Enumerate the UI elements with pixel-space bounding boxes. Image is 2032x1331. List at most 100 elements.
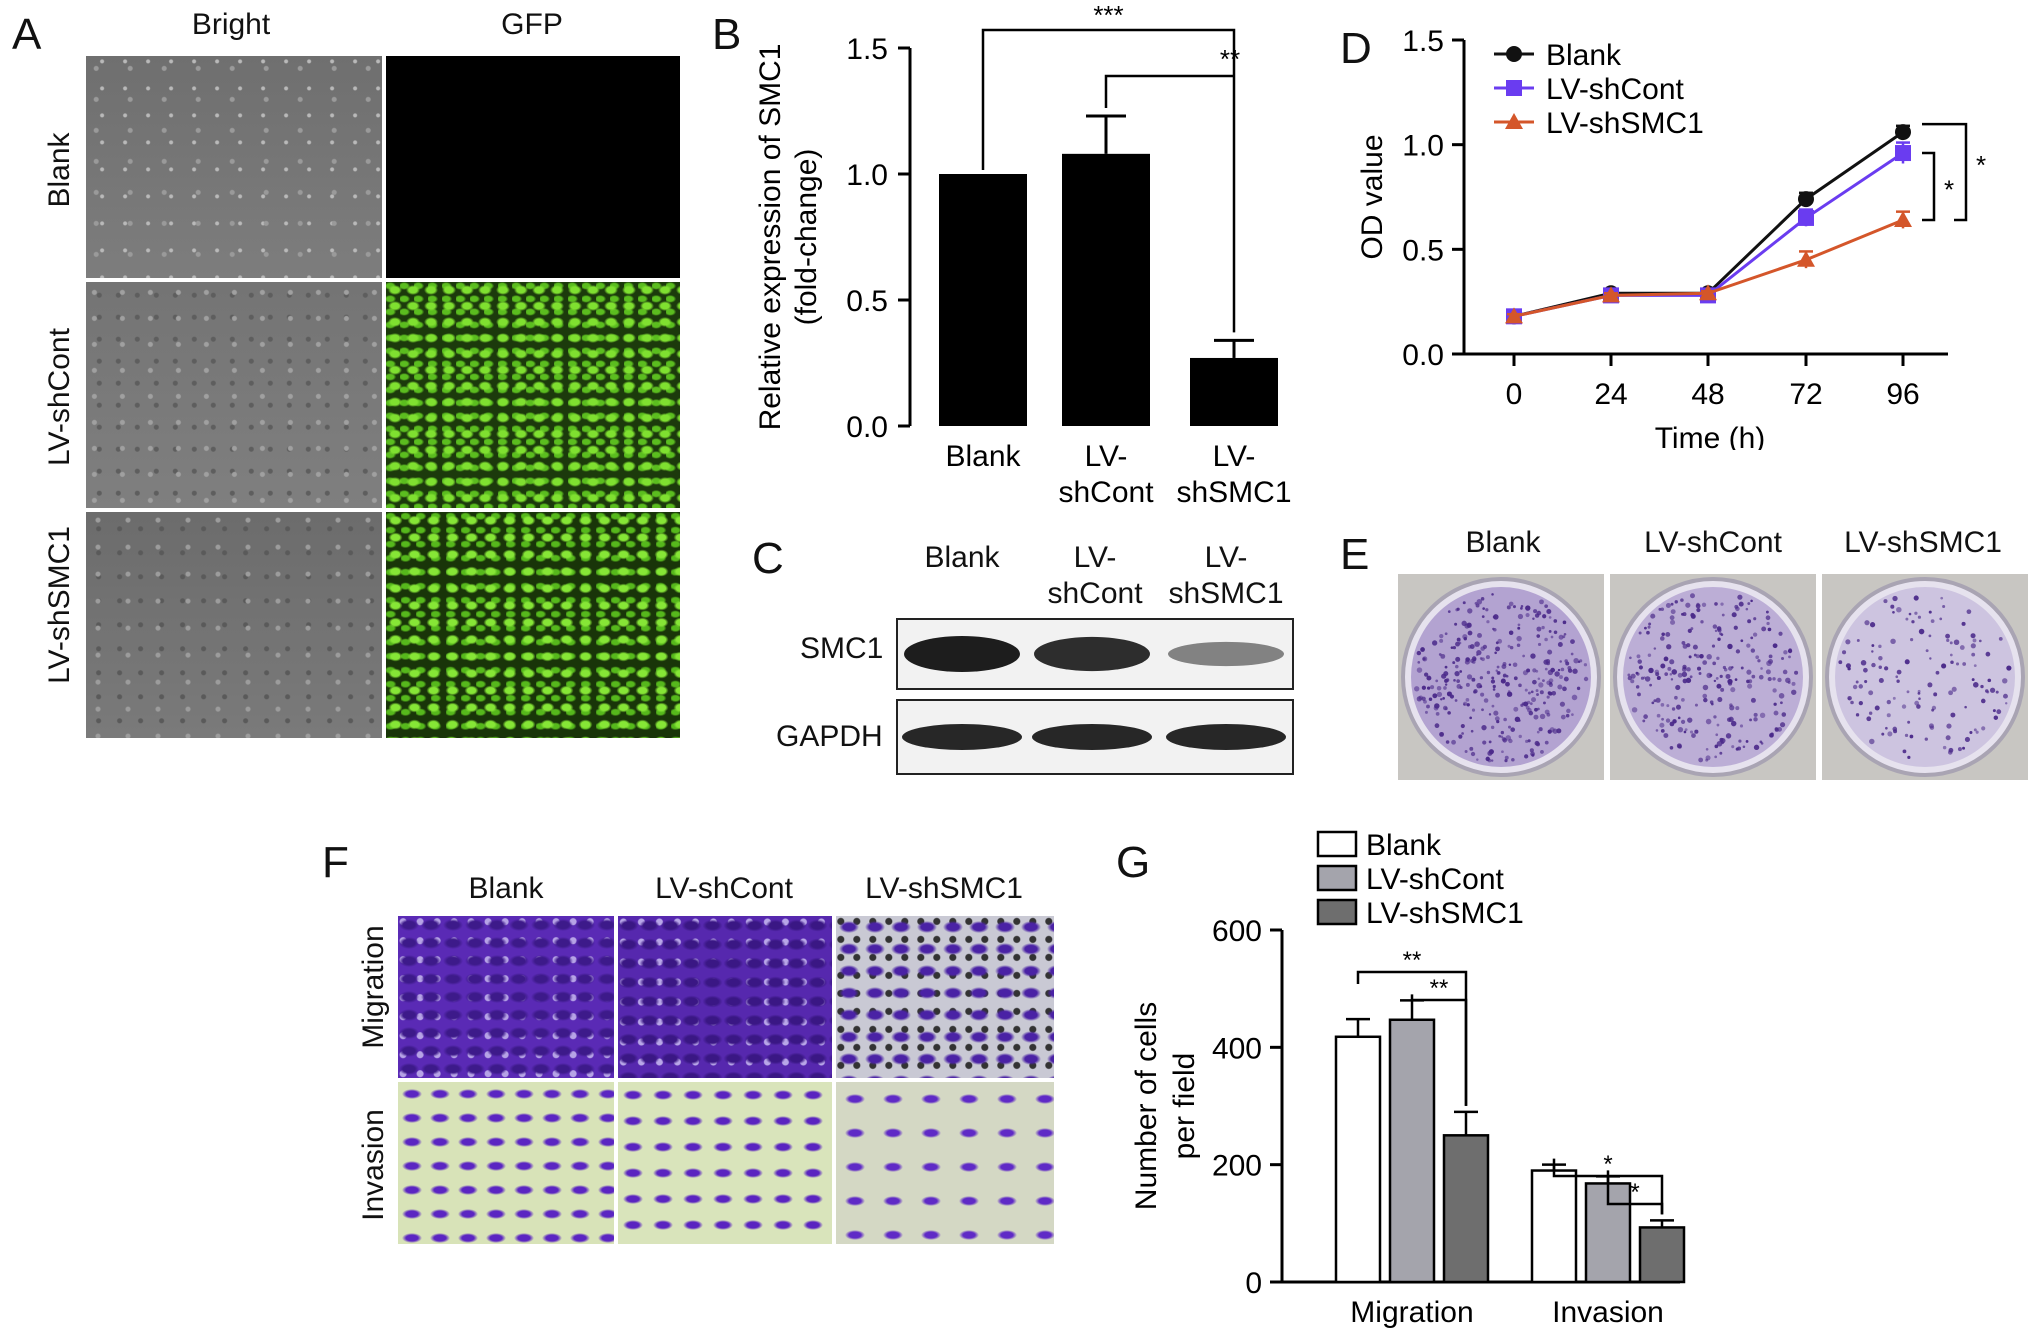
colony-dot [1905, 617, 1909, 621]
colony-dot [1533, 609, 1538, 614]
colony-dot [1497, 638, 1503, 644]
d-x-tick-label: 72 [1789, 378, 1822, 411]
colony-dot [1536, 626, 1542, 632]
colony-dot [1547, 691, 1552, 695]
colony-dot [1735, 706, 1740, 711]
colony-dot [1740, 639, 1744, 643]
colony-dot [1725, 673, 1731, 679]
panel-b-letter: B [712, 10, 742, 59]
colony-dot [1985, 651, 1991, 657]
colony-dot [1686, 643, 1691, 648]
colony-dot [1422, 657, 1426, 661]
colony-dot [1525, 739, 1529, 743]
g-bar [1442, 1134, 1490, 1284]
b-bar-0 [939, 174, 1027, 426]
colony-dot [1777, 677, 1782, 683]
colony-dot [1518, 683, 1522, 688]
colony-dot [1935, 670, 1940, 675]
colony-dot [1490, 759, 1494, 762]
b-y-tick-label: 0.5 [846, 285, 888, 318]
colony-dot [1878, 678, 1884, 684]
panel-a-col-bright: Bright [191, 8, 271, 41]
colony-dot [1435, 679, 1439, 683]
micrograph-bright-blank [86, 56, 382, 278]
colony-dot [1864, 620, 1870, 626]
colony-dot [1532, 668, 1537, 673]
colony-dot [1540, 750, 1544, 754]
colony-dot [1663, 656, 1669, 662]
g-sig-label: * [1603, 1151, 1612, 1178]
colony-dot [1910, 638, 1914, 642]
g-sig-label: * [1630, 1179, 1639, 1206]
colony-dot [1660, 607, 1665, 611]
colony-dot [1893, 729, 1898, 734]
colony-dot [1424, 672, 1429, 677]
colony-dot [1681, 612, 1684, 616]
colony-dot [1638, 665, 1643, 670]
b-y-tick-label: 1.0 [846, 159, 888, 192]
colony-dot [1674, 695, 1678, 700]
colony-dot [1669, 659, 1675, 665]
colony-dot [1866, 716, 1872, 722]
colony-dot [1765, 610, 1769, 614]
colony-dot [1689, 675, 1693, 679]
colony-dot [1629, 656, 1632, 660]
colony-dot [1745, 607, 1749, 611]
colony-dot [1627, 673, 1631, 677]
colony-dot [1466, 703, 1470, 707]
d-point [1895, 145, 1911, 162]
colony-dot [1716, 683, 1722, 689]
colony-dot [1728, 666, 1733, 671]
colony-dot [1722, 665, 1727, 670]
colony-dot [1985, 689, 1989, 693]
colony-dot [1909, 734, 1914, 739]
transwell-invasion-lv-shsmc1 [836, 1082, 1054, 1244]
colony-dot [1500, 678, 1506, 684]
g-y-tick-label: 600 [1212, 915, 1262, 948]
colony-dot [1772, 643, 1778, 649]
colony-dot [1739, 724, 1744, 728]
colony-dot [1559, 660, 1562, 663]
colony-dot [1671, 669, 1678, 675]
colony-dot [1467, 622, 1472, 628]
colony-dot [1788, 655, 1791, 659]
colony-dot [1971, 652, 1976, 657]
colony-dot [1774, 727, 1779, 731]
colony-dot [1452, 645, 1457, 650]
colony-dot [1896, 606, 1902, 613]
colony-dot [1439, 638, 1444, 643]
colony-dot [1758, 674, 1764, 680]
colony-dot [1562, 620, 1567, 625]
colony-dot [1716, 626, 1722, 631]
colony-dot [1469, 746, 1474, 751]
colony-dot [1482, 740, 1487, 745]
colony-dot [1719, 751, 1723, 755]
colony-dot [1470, 751, 1476, 757]
g-bar [1530, 1169, 1578, 1284]
colony-dot [1670, 602, 1674, 606]
d-bracket [1922, 122, 1968, 222]
colony-dot [1469, 716, 1472, 720]
colony-dot [1698, 757, 1704, 763]
colony-dot [1738, 739, 1742, 743]
colony-dot [1557, 642, 1563, 647]
colony-dot [1544, 604, 1548, 609]
colony-dot [1681, 671, 1688, 678]
colony-dot [1675, 704, 1682, 710]
colony-dot [1890, 638, 1896, 645]
colony-dot [1445, 740, 1450, 744]
g-legend-label: LV-shCont [1366, 863, 1505, 896]
colony-dot [1647, 625, 1651, 629]
colony-dot [1435, 712, 1440, 716]
colony-dot [1646, 630, 1650, 635]
d-bracket [1922, 151, 1936, 222]
colony-dot [1508, 663, 1512, 666]
colony-dot [1456, 637, 1461, 642]
colony-dot [1539, 599, 1544, 605]
colony-dot [1451, 739, 1456, 745]
g-bar [1638, 1226, 1686, 1284]
colony-dot [1680, 598, 1684, 602]
colony-dot [1417, 660, 1421, 664]
colony-dot [1430, 685, 1435, 690]
colony-dot [1842, 650, 1847, 655]
